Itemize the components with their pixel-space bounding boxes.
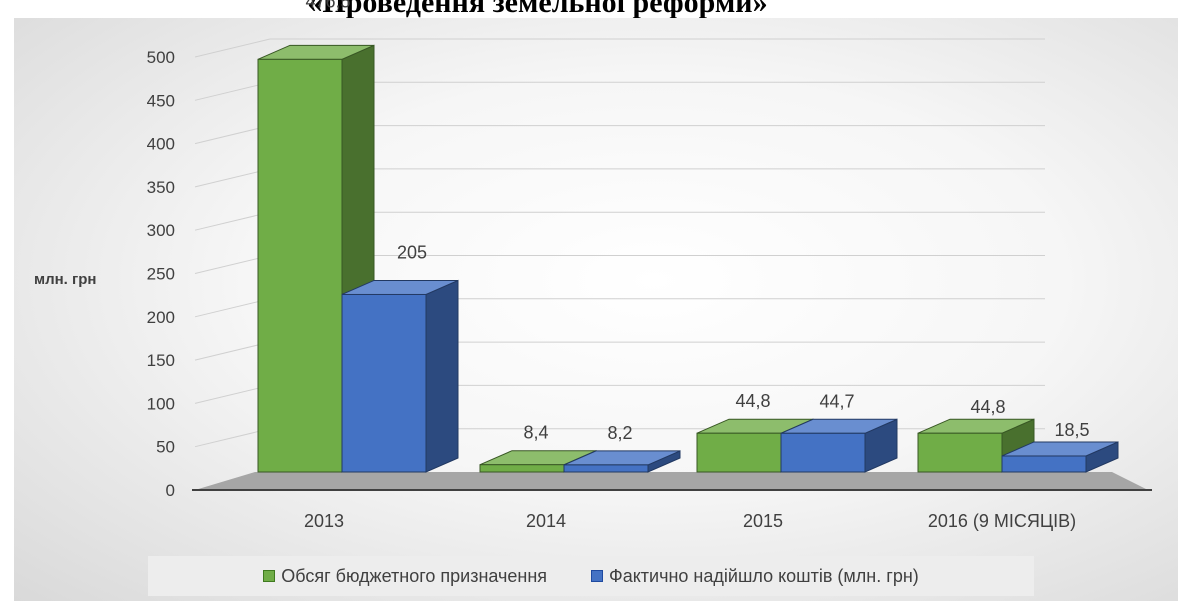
data-label: 8,4 — [523, 423, 548, 443]
x-tick-label: 2016 (9 МІСЯЦІВ) — [928, 511, 1076, 531]
bar-0-3 — [917, 432, 1003, 473]
legend-item-received[interactable]: Фактично надійшло коштів (млн. грн) — [591, 566, 919, 587]
y-tick-label: 450 — [147, 91, 175, 110]
legend-item-budget[interactable]: Обсяг бюджетного призначення — [263, 566, 547, 587]
legend-swatch-received — [591, 570, 604, 582]
bar-1-2 — [780, 432, 866, 473]
data-label: 44,8 — [970, 397, 1005, 417]
chart-floor — [195, 472, 1148, 490]
bar-0-2 — [696, 432, 782, 473]
y-tick-label: 500 — [147, 48, 175, 67]
data-label: 8,2 — [607, 423, 632, 443]
data-label: 44,7 — [819, 391, 854, 411]
legend-label-budget: Обсяг бюджетного призначення — [281, 565, 548, 586]
y-tick-label: 250 — [147, 265, 175, 284]
y-axis-label: млн. грн — [34, 271, 97, 288]
chart-panel — [14, 18, 1178, 601]
y-tick-label: 200 — [147, 308, 175, 327]
data-label: 205 — [397, 242, 427, 262]
data-label: 44,8 — [735, 391, 770, 411]
bar-side-1-0 — [425, 279, 459, 473]
y-tick-label: 50 — [156, 438, 175, 457]
x-tick-label: 2014 — [526, 511, 566, 531]
bar-0-0 — [257, 58, 343, 473]
y-tick-label: 0 — [166, 481, 175, 500]
bar-1-0 — [341, 293, 427, 473]
y-tick-label: 100 — [147, 394, 175, 413]
bar-0-1 — [479, 464, 565, 473]
y-tick-label: 300 — [147, 221, 175, 240]
y-tick-label: 350 — [147, 178, 175, 197]
x-tick-label: 2013 — [304, 511, 344, 531]
page-heading: «Проведення земельної реформи» — [307, 0, 768, 19]
y-tick-label: 150 — [147, 351, 175, 370]
legend-swatch-budget — [263, 570, 276, 582]
x-tick-label: 2015 — [743, 511, 783, 531]
data-label: 18,5 — [1054, 420, 1089, 440]
y-tick-label: 400 — [147, 135, 175, 154]
bar-1-1 — [563, 464, 649, 473]
data-label: 476,5 — [305, 0, 350, 11]
legend: Обсяг бюджетного призначення Фактично на… — [148, 556, 1034, 596]
bar-1-3 — [1001, 455, 1087, 473]
gridline-slant — [194, 38, 271, 58]
legend-label-received: Фактично надійшло коштів (млн. грн) — [609, 565, 919, 586]
